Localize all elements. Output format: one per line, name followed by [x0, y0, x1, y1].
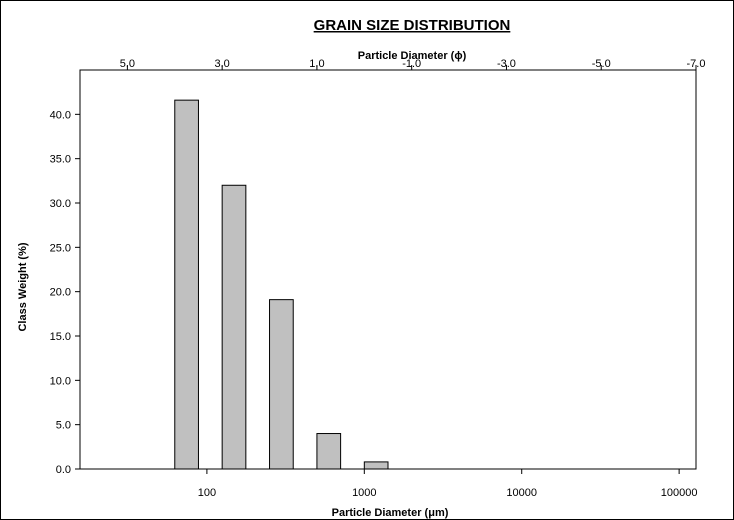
phi-tick-label: 1.0	[309, 58, 324, 70]
x-tick-label: 1000	[352, 487, 376, 499]
phi-tick-label: -3.0	[497, 58, 516, 70]
y-axis-title: Class Weight (%)	[17, 242, 29, 331]
phi-tick-label: 5.0	[120, 58, 135, 70]
bottom-axis-title: Particle Diameter (μm)	[332, 507, 449, 519]
y-tick-label: 35.0	[50, 154, 71, 166]
top-axis-title: Particle Diameter (ϕ)	[358, 50, 467, 62]
phi-tick-label: 3.0	[215, 58, 230, 70]
y-tick-label: 25.0	[50, 242, 71, 254]
y-tick-label: 20.0	[50, 287, 71, 299]
y-tick-label: 40.0	[50, 109, 71, 121]
bar	[316, 433, 342, 470]
x-tick-label: 100000	[661, 487, 698, 499]
phi-tick-label: -7.0	[687, 58, 706, 70]
phi-tick-label: -1.0	[402, 58, 421, 70]
y-tick-label: 30.0	[50, 198, 71, 210]
bar	[221, 184, 247, 470]
plot-area: 0.0 5.0 10.0 15.0 20.0 25.0 30.0 35.0 40.0 100 100…	[50, 58, 706, 499]
chart-title: GRAIN SIZE DISTRIBUTION	[314, 17, 511, 34]
y-tick-label: 10.0	[50, 375, 71, 387]
y-tick-label: 0.0	[56, 464, 71, 476]
bar	[269, 299, 294, 470]
bar	[363, 461, 389, 470]
y-tick-label: 5.0	[56, 420, 71, 432]
x-tick-label: 100	[198, 487, 216, 499]
y-tick-label: 15.0	[50, 331, 71, 343]
phi-tick-label: -5.0	[592, 58, 611, 70]
bar	[174, 99, 199, 470]
x-tick-label: 10000	[506, 487, 537, 499]
